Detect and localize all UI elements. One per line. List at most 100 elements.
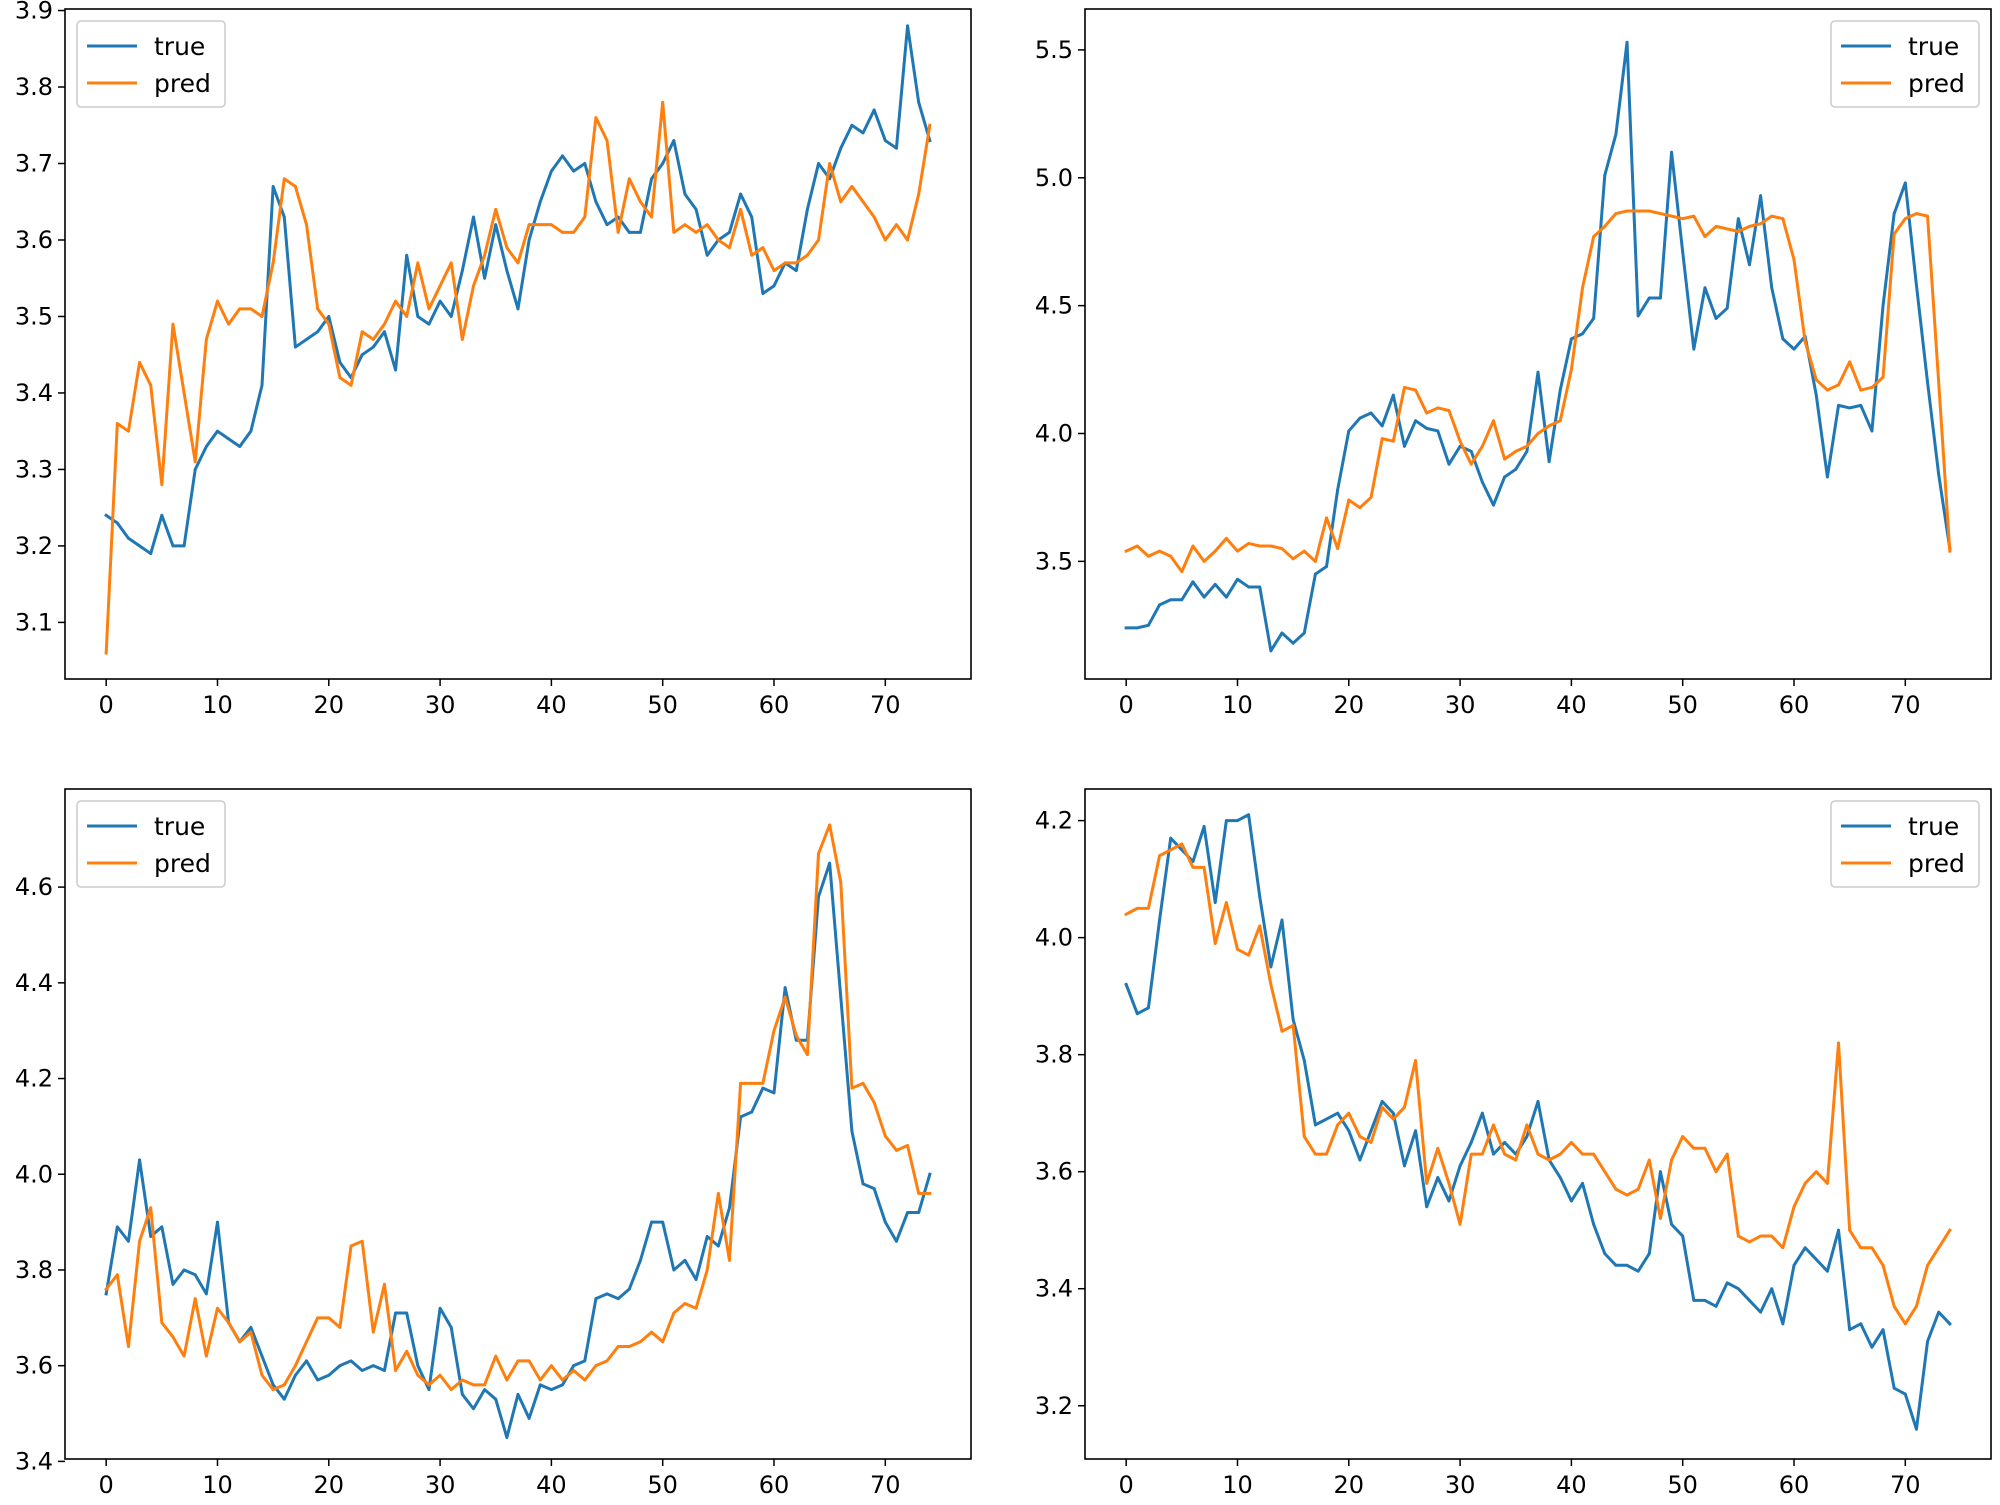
y-tick-label: 3.6 xyxy=(15,226,53,254)
data-point-true xyxy=(928,1172,932,1176)
data-point-true xyxy=(739,192,743,196)
data-point-pred xyxy=(1213,942,1217,945)
data-point-pred xyxy=(1525,444,1529,448)
data-point-pred xyxy=(1135,544,1139,548)
data-point-pred xyxy=(1369,496,1373,499)
data-point-pred xyxy=(1258,544,1262,548)
data-point-true xyxy=(1369,411,1373,415)
data-point-true xyxy=(1859,403,1863,407)
data-point-pred xyxy=(1536,1152,1540,1156)
data-point-pred xyxy=(1848,1228,1852,1232)
data-point-true xyxy=(616,1297,620,1301)
data-point-true xyxy=(627,1287,631,1291)
data-point-pred xyxy=(305,1340,308,1344)
data-point-true xyxy=(160,513,164,517)
data-point-true xyxy=(1937,473,1941,476)
data-point-pred xyxy=(895,1148,898,1152)
data-point-pred xyxy=(316,1316,320,1320)
data-point-true xyxy=(772,1091,776,1095)
x-tick-label: 20 xyxy=(314,1471,345,1499)
data-point-pred xyxy=(1725,227,1729,231)
data-point-true xyxy=(204,1292,208,1296)
data-point-true xyxy=(850,1129,854,1133)
legend: true pred xyxy=(76,20,226,108)
data-point-true xyxy=(305,338,308,341)
data-point-true xyxy=(1403,1164,1406,1168)
data-point-pred xyxy=(494,1354,498,1358)
data-point-pred xyxy=(683,223,687,227)
data-point-true xyxy=(505,269,509,272)
data-point-pred xyxy=(1158,854,1161,858)
data-point-true xyxy=(249,1325,253,1329)
data-point-true xyxy=(1915,283,1918,287)
x-tick-label: 30 xyxy=(425,1471,456,1499)
data-point-pred xyxy=(1525,1123,1529,1127)
data-point-pred xyxy=(1514,450,1518,453)
data-point-true xyxy=(138,544,141,548)
data-point-pred xyxy=(694,230,698,234)
data-point-pred xyxy=(1302,549,1306,553)
data-point-true xyxy=(449,315,453,318)
data-point-pred xyxy=(1180,842,1184,846)
data-point-true xyxy=(1391,393,1395,397)
data-point-pred xyxy=(427,307,431,311)
data-point-pred xyxy=(716,1191,720,1195)
data-point-pred xyxy=(427,1383,431,1387)
data-point-pred xyxy=(1336,1123,1340,1127)
data-point-pred xyxy=(1213,549,1217,553)
data-point-pred xyxy=(371,338,375,341)
data-point-true xyxy=(1903,181,1907,185)
data-point-true xyxy=(1492,503,1495,507)
data-point-pred xyxy=(1569,368,1573,371)
data-point-true xyxy=(216,1220,219,1224)
data-point-true xyxy=(1191,580,1195,584)
series-true xyxy=(1124,813,1952,1431)
data-point-pred xyxy=(1558,1152,1562,1156)
data-point-true xyxy=(1681,250,1685,254)
data-point-pred xyxy=(149,383,153,387)
data-point-pred xyxy=(438,284,442,288)
data-point-true xyxy=(583,1359,587,1363)
data-point-true xyxy=(1736,1287,1740,1291)
data-point-true xyxy=(1881,1328,1885,1332)
data-point-pred xyxy=(160,483,164,487)
data-point-pred xyxy=(249,1330,253,1334)
data-point-true xyxy=(1191,860,1195,863)
data-point-true xyxy=(360,353,364,357)
data-point-true xyxy=(672,139,676,142)
data-point-pred xyxy=(1681,1135,1685,1138)
data-point-pred xyxy=(182,1354,186,1358)
data-point-true xyxy=(1725,306,1729,310)
data-point-pred xyxy=(1358,1135,1362,1138)
axes-frame xyxy=(64,788,972,1460)
data-point-true xyxy=(316,1378,320,1382)
data-point-pred xyxy=(549,223,553,227)
data-point-pred xyxy=(1781,217,1785,221)
axes-frame xyxy=(1084,788,1992,1460)
data-point-true xyxy=(549,1388,553,1392)
data-point-pred xyxy=(282,1383,286,1387)
data-point-pred xyxy=(1191,866,1195,869)
data-point-true xyxy=(594,200,598,204)
data-point-true xyxy=(828,861,832,865)
data-point-pred xyxy=(1347,1111,1351,1115)
data-point-true xyxy=(127,1239,130,1243)
data-point-pred xyxy=(639,1340,642,1344)
data-point-pred xyxy=(1859,1246,1863,1250)
data-point-true xyxy=(316,330,320,334)
data-point-true xyxy=(1670,150,1673,154)
data-point-pred xyxy=(1948,549,1952,553)
data-point-true xyxy=(1814,393,1818,397)
y-tick-label: 3.8 xyxy=(15,73,53,101)
data-point-pred xyxy=(449,1388,453,1392)
data-point-true xyxy=(1770,1287,1774,1291)
data-point-true xyxy=(1536,370,1540,374)
data-point-true xyxy=(1458,1164,1462,1168)
data-point-pred xyxy=(1247,953,1251,957)
data-point-true xyxy=(1436,1176,1440,1179)
data-point-true xyxy=(193,1273,197,1277)
y-tick-label: 3.8 xyxy=(1035,1041,1073,1069)
data-point-pred xyxy=(1814,1170,1818,1174)
legend-label-true: true xyxy=(154,812,205,841)
